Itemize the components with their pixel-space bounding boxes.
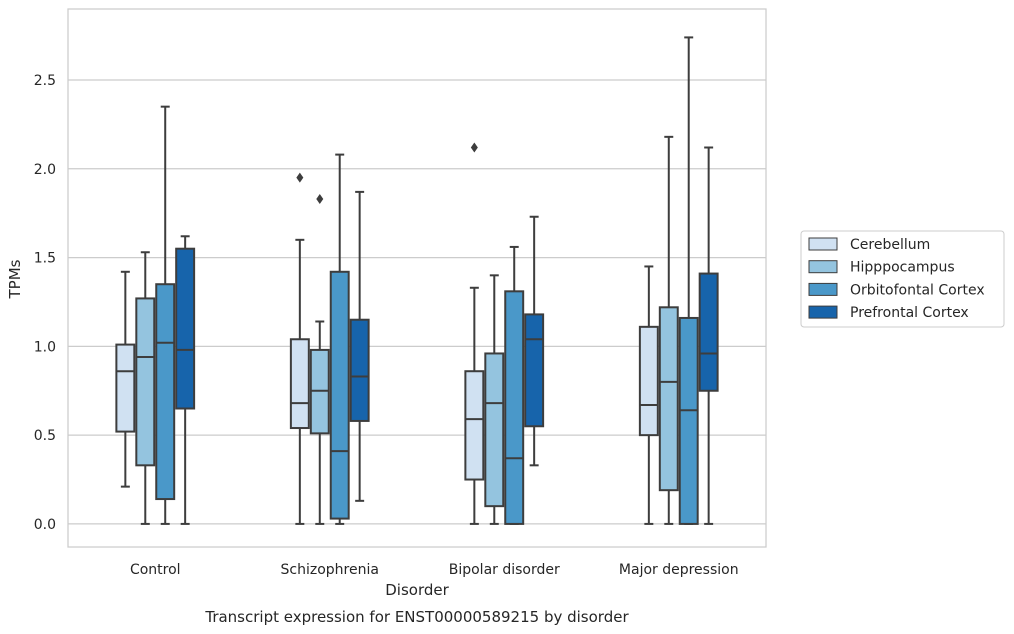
category-group — [464, 142, 545, 525]
outlier-point — [296, 172, 304, 183]
legend-frame — [800, 230, 1005, 328]
legend-item: Hipppocampus — [808, 260, 955, 276]
box-iqr — [329, 270, 350, 520]
box-plot — [484, 274, 505, 525]
y-tick-label: 2.5 — [34, 73, 56, 89]
box-plot — [155, 105, 176, 525]
box-iqr — [698, 272, 719, 392]
box-iqr — [638, 325, 659, 437]
box-iqr — [135, 297, 156, 467]
box-plot — [678, 36, 699, 525]
box-plot — [349, 190, 370, 502]
chart-caption: Transcript expression for ENST0000058921… — [204, 608, 629, 626]
legend-label: Hipppocampus — [850, 260, 955, 276]
y-tick-label: 0.5 — [34, 428, 56, 444]
outlier-point — [470, 142, 478, 153]
x-tick-label: Bipolar disorder — [449, 562, 560, 578]
box-iqr — [658, 306, 679, 492]
y-tick-label: 0.0 — [34, 517, 56, 533]
box-iqr — [524, 313, 545, 428]
box-plot — [524, 215, 545, 467]
box-plot — [658, 135, 679, 525]
box-plot — [175, 235, 196, 525]
box-plot — [309, 193, 330, 525]
box-iqr — [484, 352, 505, 508]
x-axis-ticks: Control Schizophrenia Bipolar disorder Majo… — [130, 562, 739, 578]
legend-label: Orbitofontal Cortex — [850, 282, 985, 298]
box-iqr — [678, 316, 699, 525]
category-group — [289, 153, 370, 525]
x-axis-label: Disorder — [385, 581, 449, 599]
box-iqr — [175, 247, 196, 410]
box-plot — [135, 251, 156, 525]
box-iqr — [349, 318, 370, 422]
box-plot — [329, 153, 350, 525]
legend-item: Cerebellum — [808, 237, 930, 253]
y-tick-label: 1.5 — [34, 251, 56, 267]
plot-area-frame — [67, 8, 767, 548]
box-plot — [638, 265, 659, 525]
legend-swatch — [808, 305, 838, 319]
y-tick-label: 2.0 — [34, 162, 56, 178]
category-group — [115, 105, 196, 525]
box-plot — [115, 270, 136, 488]
legend-item: Orbitofontal Cortex — [808, 282, 985, 298]
box-iqr — [289, 338, 310, 430]
box-iqr — [464, 370, 485, 481]
box-plot — [464, 142, 485, 525]
legend-label: Cerebellum — [850, 237, 930, 253]
box-iqr — [504, 290, 525, 525]
box-plot — [698, 146, 719, 525]
x-tick-label: Control — [130, 562, 181, 578]
legend-swatch — [808, 237, 838, 251]
y-axis-label: TPMs — [6, 259, 24, 299]
x-tick-label: Major depression — [619, 562, 739, 578]
box-groups — [115, 36, 719, 525]
box-iqr — [115, 343, 136, 433]
legend-label: Prefrontal Cortex — [850, 305, 969, 321]
x-tick-label: Schizophrenia — [281, 562, 379, 578]
legend-item: Prefrontal Cortex — [808, 305, 969, 321]
legend-swatch — [808, 260, 838, 274]
category-group — [638, 36, 719, 525]
box-iqr — [155, 283, 176, 501]
legend-swatch — [808, 282, 838, 296]
legend: Cerebellum Hipppocampus Orbitofontal Corte… — [800, 230, 1005, 328]
y-tick-label: 1.0 — [34, 339, 56, 355]
box-plot — [289, 172, 310, 525]
box-plot — [504, 245, 525, 525]
y-axis-ticks: 0.0 0.5 1.0 1.5 2.0 2.5 — [34, 73, 56, 533]
outlier-point — [316, 193, 324, 204]
